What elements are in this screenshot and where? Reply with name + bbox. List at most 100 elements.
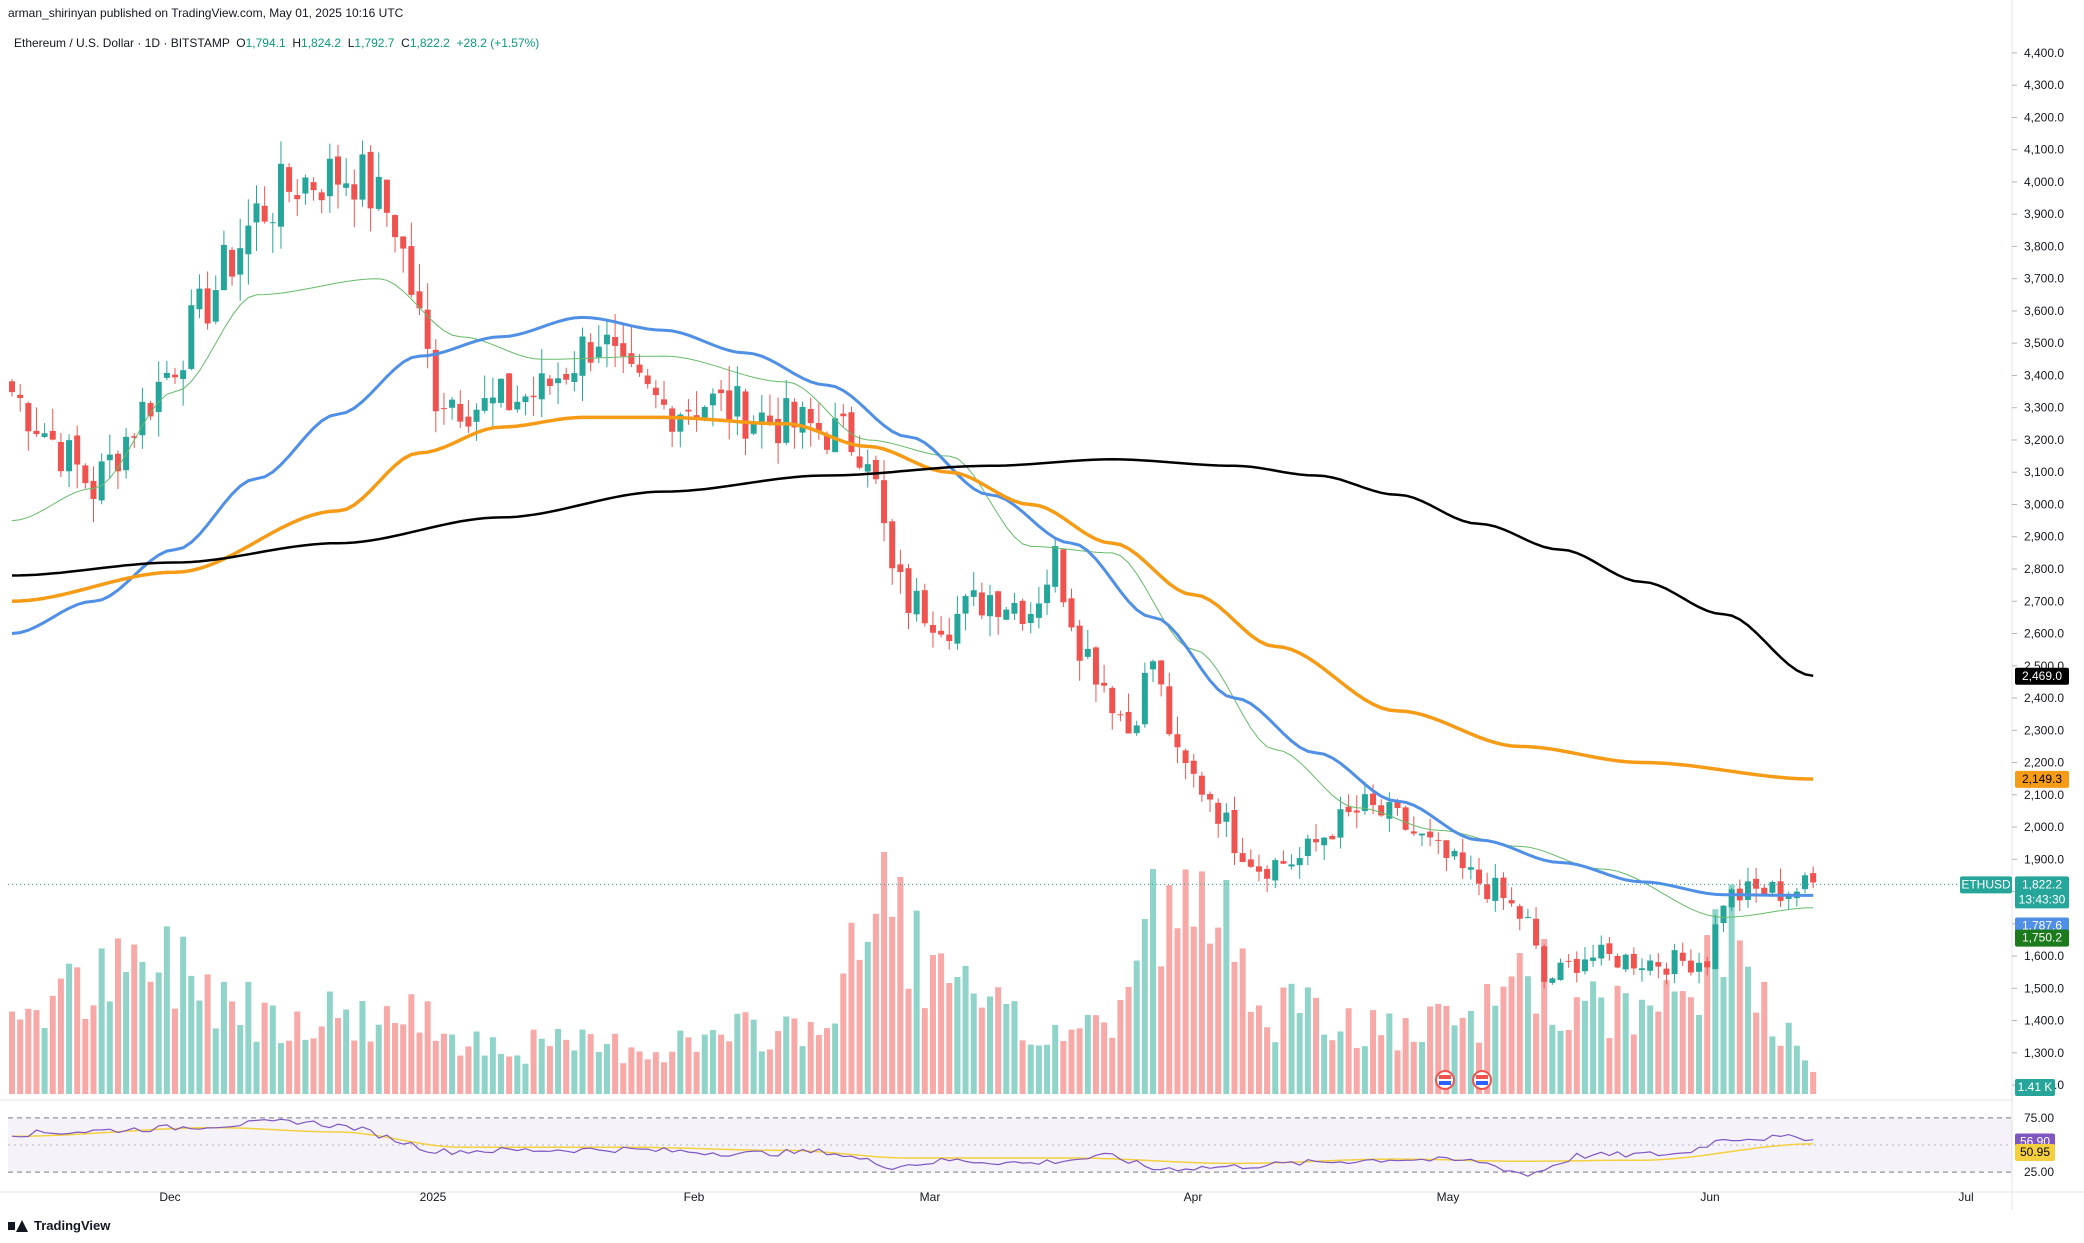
volume-bar xyxy=(1549,1024,1556,1094)
time-axis-label: Feb xyxy=(684,1190,705,1204)
volume-bar xyxy=(1141,919,1148,1094)
volume-bar xyxy=(1753,1012,1760,1094)
event-flag-stripe xyxy=(1439,1075,1451,1079)
candle-body xyxy=(1141,672,1148,725)
candle-body xyxy=(1720,905,1727,924)
candle-body xyxy=(766,415,773,423)
price-tick-label: 3,300.0 xyxy=(2024,401,2064,415)
candle-body xyxy=(25,403,32,432)
candle-body xyxy=(1777,881,1784,901)
time-axis-label: Jun xyxy=(1700,1190,1719,1204)
volume-bar xyxy=(1467,1011,1474,1094)
volume-bar xyxy=(726,1041,733,1094)
volume-bar xyxy=(1402,1018,1409,1094)
volume-bar xyxy=(1736,940,1743,1094)
candle-body xyxy=(1313,839,1319,843)
tradingview-logo[interactable]: TradingView xyxy=(8,1218,110,1233)
candle-body xyxy=(1044,584,1051,604)
candle-body xyxy=(180,370,187,379)
volume-bar xyxy=(962,965,969,1094)
candle-body xyxy=(978,592,985,616)
price-tick-label: 3,000.0 xyxy=(2024,497,2064,511)
volume-bar xyxy=(1476,1042,1482,1094)
candle-body xyxy=(196,288,203,310)
event-flag-icon xyxy=(1472,1070,1492,1090)
candle-body xyxy=(530,395,537,398)
price-tick-label: 2,000.0 xyxy=(2024,820,2064,834)
symbol-price-label: ETHUSD xyxy=(1961,877,2011,891)
volume-bar xyxy=(277,1043,284,1094)
candle-body xyxy=(1622,954,1629,970)
published-note: arman_shirinyan published on TradingView… xyxy=(8,6,404,20)
volume-bar xyxy=(995,987,1002,1094)
candle-body xyxy=(424,309,431,349)
volume-bar xyxy=(718,1034,725,1094)
rsi-ma-line xyxy=(12,1126,1814,1165)
volume-bar xyxy=(1427,1006,1434,1094)
candle-body xyxy=(1712,924,1719,970)
symbol-price-label-bg xyxy=(1960,876,2012,894)
volume-bar xyxy=(1598,997,1605,1094)
volume-bar xyxy=(1647,1005,1654,1094)
candle-body xyxy=(1516,906,1523,919)
volume-bar xyxy=(1044,1044,1051,1094)
volume-bar xyxy=(253,1041,260,1094)
volume-bar xyxy=(832,1023,839,1094)
candle-body xyxy=(408,246,415,295)
candle-body xyxy=(1150,661,1156,670)
candle-body xyxy=(636,364,643,373)
volume-bar xyxy=(1606,1038,1613,1094)
price-tick-label: 1,900.0 xyxy=(2024,852,2064,866)
candle-body xyxy=(465,416,472,427)
candle-body xyxy=(310,182,317,191)
volume-bar xyxy=(546,1046,553,1094)
candle-body xyxy=(1035,603,1042,618)
volume-bar xyxy=(1166,885,1173,1094)
candle-body xyxy=(74,435,81,465)
price-tick-label: 1,400.0 xyxy=(2024,1014,2064,1028)
volume-bar xyxy=(1378,1035,1385,1094)
time-axis-label: Apr xyxy=(1184,1190,1203,1204)
candle-body xyxy=(1728,889,1735,908)
candle-body xyxy=(661,399,667,405)
candle-body xyxy=(1019,600,1026,625)
candle-body xyxy=(881,480,888,524)
candle-body xyxy=(758,412,765,425)
volume-bar xyxy=(1508,976,1515,1094)
candle-body xyxy=(473,409,480,422)
candle-body xyxy=(864,464,871,472)
volume-bar xyxy=(881,851,888,1094)
volume-bar xyxy=(1704,935,1711,1094)
candle-body xyxy=(1443,840,1450,858)
volume-bar xyxy=(1728,884,1735,1094)
volume-label: 1.41 K xyxy=(2018,1080,2053,1094)
candle-body xyxy=(66,440,73,472)
volume-bar xyxy=(1484,984,1491,1094)
time-axis-label: May xyxy=(1437,1190,1460,1204)
volume-bar xyxy=(33,1010,40,1094)
candle-body xyxy=(1435,839,1442,841)
candle-body xyxy=(294,194,301,200)
candle-body xyxy=(563,374,570,380)
price-tick-label: 3,400.0 xyxy=(2024,368,2064,382)
volume-bar xyxy=(98,948,105,1094)
volume-bar xyxy=(1810,1071,1817,1094)
volume-bar xyxy=(155,972,162,1094)
price-tick-label: 3,500.0 xyxy=(2024,336,2064,350)
volume-bar xyxy=(1720,977,1727,1094)
volume-bar xyxy=(1076,1028,1083,1094)
volume-bar xyxy=(1158,966,1165,1094)
volume-bar xyxy=(318,1026,325,1094)
volume-bar xyxy=(66,963,73,1094)
candle-body xyxy=(1190,760,1197,774)
candle-body xyxy=(1418,833,1425,836)
volume-bar xyxy=(1777,1045,1784,1094)
candle-body xyxy=(1557,962,1564,980)
candle-body xyxy=(1353,810,1360,813)
volume-bar xyxy=(123,972,130,1094)
candle-body xyxy=(1345,806,1352,813)
volume-bar xyxy=(326,991,333,1094)
volume-bar xyxy=(1793,1045,1800,1094)
candle-body xyxy=(220,244,227,291)
